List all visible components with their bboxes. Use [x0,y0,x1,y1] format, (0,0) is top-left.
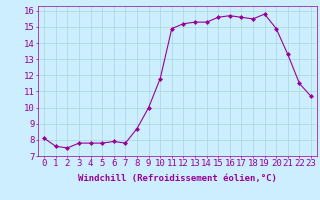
X-axis label: Windchill (Refroidissement éolien,°C): Windchill (Refroidissement éolien,°C) [78,174,277,183]
